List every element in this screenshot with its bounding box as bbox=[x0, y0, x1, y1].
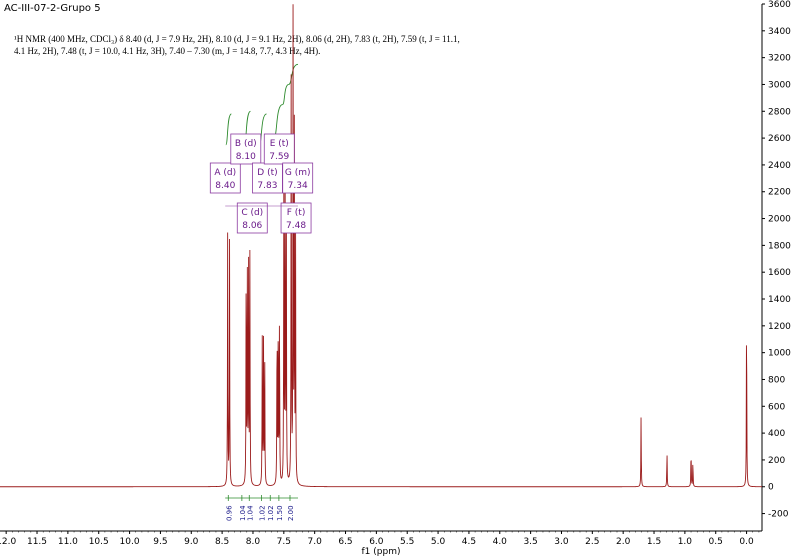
x-tick-label: 2.0 bbox=[616, 537, 631, 547]
y-tick-label: 1200 bbox=[768, 322, 791, 332]
integral-value: 1.02 bbox=[259, 505, 267, 521]
multiplet-shift: 8.10 bbox=[236, 152, 256, 162]
spectrum-line bbox=[0, 4, 762, 488]
sample-id-title: AC-III-07-2-Grupo 5 bbox=[4, 3, 101, 14]
y-tick-label: 1800 bbox=[768, 241, 791, 251]
y-tick-label: 200 bbox=[768, 456, 785, 466]
x-tick-label: 8.5 bbox=[215, 537, 229, 547]
multiplet-label: F (t) bbox=[287, 208, 306, 218]
y-tick-label: 3400 bbox=[768, 27, 791, 37]
y-tick-label: 0 bbox=[768, 483, 774, 493]
x-tick-label: 4.5 bbox=[462, 537, 476, 547]
multiplet-labels: A (d) 8.40 B (d) 8.10 C (d) 8.06 D (t) 7.83 E (t… bbox=[209, 133, 314, 234]
x-tick-label: 7.5 bbox=[277, 537, 291, 547]
multiplet-box bbox=[263, 133, 295, 165]
y-tick-label: 2000 bbox=[768, 215, 791, 225]
integral-values: 0.96 1.04 1.04 1.02 1.02 1.50 2.00 bbox=[225, 495, 299, 521]
x-tick-label: 7.0 bbox=[308, 537, 323, 547]
integral-value: 1.04 bbox=[246, 505, 254, 521]
multiplet-box bbox=[252, 162, 283, 194]
x-tick-label: 8.0 bbox=[246, 537, 261, 547]
x-tick-label: 3.0 bbox=[554, 537, 569, 547]
x-tick-label: 3.5 bbox=[523, 537, 537, 547]
x-tick-label: 2.5 bbox=[585, 537, 599, 547]
integral-value: 1.02 bbox=[267, 505, 275, 521]
y-tick-label: 3200 bbox=[768, 54, 791, 64]
x-tick-label: 5.0 bbox=[431, 537, 446, 547]
y-tick-label: -200 bbox=[768, 510, 789, 520]
integral-value: 1.50 bbox=[276, 505, 284, 521]
x-tick-label: 11.0 bbox=[58, 537, 78, 547]
x-tick-label: 0.5 bbox=[709, 537, 723, 547]
x-tick-label: 9.0 bbox=[184, 537, 199, 547]
y-tick-label: 800 bbox=[768, 375, 785, 385]
integral-value: 2.00 bbox=[287, 505, 295, 521]
y-tick-label: 2200 bbox=[768, 188, 791, 198]
multiplet-shift: 7.83 bbox=[257, 181, 277, 191]
multiplet-label: G (m) bbox=[285, 168, 311, 178]
x-tick-label: 5.5 bbox=[400, 537, 414, 547]
x-tick-label: 9.5 bbox=[153, 537, 167, 547]
integral-value: 1.04 bbox=[239, 505, 247, 521]
multiplet-label: C (d) bbox=[241, 208, 263, 218]
x-tick-label: 1.0 bbox=[678, 537, 693, 547]
x-tick-label: 1.5 bbox=[647, 537, 661, 547]
nmr-description-line-2: 4.1 Hz, 2H), 7.48 (t, J = 10.0, 4.1 Hz, … bbox=[14, 46, 321, 56]
y-tick-label: 600 bbox=[768, 402, 785, 412]
integral-curve bbox=[282, 84, 289, 106]
y-tick-label: 2600 bbox=[768, 134, 791, 144]
y-tick-label: 400 bbox=[768, 429, 785, 439]
multiplet-shift: 7.59 bbox=[269, 152, 289, 162]
y-tick-label: 1600 bbox=[768, 268, 791, 278]
x-tick-label: 11.5 bbox=[27, 537, 47, 547]
y-tick-label: 2800 bbox=[768, 107, 791, 117]
multiplet-box bbox=[230, 133, 262, 165]
x-tick-label: 6.0 bbox=[369, 537, 384, 547]
multiplet-label: B (d) bbox=[235, 139, 257, 149]
x-tick-label: 10.5 bbox=[89, 537, 109, 547]
y-tick-label: 3600 bbox=[768, 0, 791, 10]
multiplet-box bbox=[282, 162, 314, 194]
multiplet-box bbox=[236, 202, 268, 234]
multiplet-shift: 8.06 bbox=[242, 221, 262, 231]
nmr-description-line-1: ¹H NMR (400 MHz, CDCl₃) δ 8.40 (d, J = 7… bbox=[14, 34, 460, 44]
spectrum-trace bbox=[0, 4, 762, 488]
x-tick-label: 4.0 bbox=[493, 537, 508, 547]
x-tick-label: 0.0 bbox=[739, 537, 754, 547]
multiplet-shift: 8.40 bbox=[215, 181, 235, 191]
multiplet-box bbox=[209, 162, 241, 194]
y-tick-label: 3000 bbox=[768, 80, 791, 90]
multiplet-label: A (d) bbox=[214, 168, 236, 178]
multiplet-shift: 7.34 bbox=[288, 181, 308, 191]
nmr-description: ¹H NMR (400 MHz, CDCl₃) δ 8.40 (d, J = 7… bbox=[14, 33, 494, 57]
integral-curves bbox=[225, 63, 299, 146]
x-axis-title: f1 (ppm) bbox=[362, 547, 401, 556]
multiplet-label: D (t) bbox=[257, 168, 277, 178]
integral-curve bbox=[225, 113, 232, 146]
chart-axes bbox=[0, 4, 763, 532]
y-tick-label: 2400 bbox=[768, 161, 791, 171]
multiplet-label: E (t) bbox=[270, 139, 289, 149]
integral-value: 0.96 bbox=[225, 505, 233, 521]
integral-curve bbox=[288, 63, 299, 85]
integral-curve bbox=[273, 104, 283, 139]
x-tick-label: 10.0 bbox=[120, 537, 140, 547]
x-tick-label: 12.0 bbox=[0, 537, 16, 547]
x-tick-label: 6.5 bbox=[338, 537, 352, 547]
multiplet-shift: 7.48 bbox=[286, 221, 306, 231]
multiplet-box bbox=[280, 202, 312, 234]
y-tick-label: 1000 bbox=[768, 349, 791, 359]
y-tick-label: 1400 bbox=[768, 295, 791, 305]
